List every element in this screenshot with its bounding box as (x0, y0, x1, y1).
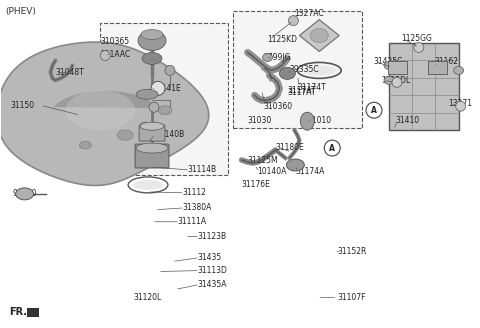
Text: 31174T: 31174T (298, 83, 326, 92)
Ellipse shape (384, 61, 394, 70)
Text: 39335C: 39335C (289, 65, 319, 74)
Circle shape (392, 77, 402, 87)
Text: 310360: 310360 (264, 102, 293, 111)
Ellipse shape (454, 66, 464, 74)
Ellipse shape (142, 52, 162, 64)
Text: 31380A: 31380A (183, 203, 212, 212)
Polygon shape (0, 42, 209, 185)
Text: 94460: 94460 (12, 189, 37, 198)
FancyBboxPatch shape (135, 144, 169, 168)
Text: 31150: 31150 (11, 101, 35, 110)
Circle shape (366, 102, 382, 118)
Text: 1125KD: 1125KD (267, 35, 298, 44)
Text: 31123B: 31123B (198, 232, 227, 241)
FancyBboxPatch shape (388, 61, 408, 74)
Text: 31410: 31410 (395, 116, 419, 125)
Text: 31180E: 31180E (276, 143, 304, 152)
Text: 13271: 13271 (449, 99, 473, 108)
Bar (26, 308, 38, 318)
Ellipse shape (16, 188, 34, 200)
Text: 31125M: 31125M (248, 155, 278, 165)
Text: 310365: 310365 (100, 37, 130, 46)
Circle shape (414, 43, 424, 52)
Text: 1125GG: 1125GG (401, 34, 432, 43)
Text: 31162: 31162 (435, 57, 459, 66)
Ellipse shape (279, 68, 295, 79)
Bar (100, 23, 228, 175)
Text: 10140A: 10140A (258, 168, 287, 176)
Text: (PHEV): (PHEV) (6, 7, 36, 16)
Text: A: A (371, 106, 377, 115)
Text: 31112: 31112 (183, 188, 207, 197)
Text: 1799JG: 1799JG (264, 53, 291, 62)
Ellipse shape (140, 122, 164, 130)
Text: 31435: 31435 (198, 253, 222, 262)
Circle shape (151, 81, 165, 95)
Ellipse shape (384, 76, 394, 84)
Ellipse shape (302, 65, 336, 75)
Ellipse shape (158, 106, 172, 115)
Text: 311AAC: 311AAC (100, 50, 131, 59)
Ellipse shape (287, 159, 304, 171)
Text: 31120L: 31120L (133, 293, 161, 302)
Ellipse shape (136, 89, 158, 99)
Text: 31152R: 31152R (337, 247, 367, 256)
Text: 3117AT: 3117AT (288, 86, 316, 95)
Text: 3117AT: 3117AT (288, 88, 316, 97)
Text: 1125DL: 1125DL (381, 76, 410, 85)
Ellipse shape (310, 29, 328, 43)
Ellipse shape (117, 130, 133, 140)
Ellipse shape (300, 112, 314, 130)
Text: 31113D: 31113D (198, 266, 228, 275)
Ellipse shape (263, 53, 273, 61)
FancyBboxPatch shape (428, 61, 447, 74)
Text: 31140B: 31140B (155, 130, 184, 139)
Ellipse shape (136, 143, 168, 153)
Circle shape (324, 140, 340, 156)
Polygon shape (54, 91, 157, 108)
Text: 31141E: 31141E (152, 84, 181, 93)
Text: 31114B: 31114B (188, 165, 217, 174)
Ellipse shape (79, 141, 91, 149)
Text: 31111A: 31111A (178, 217, 207, 226)
Text: 31174A: 31174A (295, 168, 325, 176)
Text: 1327AC: 1327AC (294, 9, 324, 18)
Ellipse shape (138, 31, 166, 51)
Text: 31107F: 31107F (337, 293, 366, 302)
Text: 31030: 31030 (248, 116, 272, 125)
Ellipse shape (141, 30, 163, 40)
Text: FR.: FR. (9, 307, 27, 318)
FancyBboxPatch shape (389, 43, 459, 130)
Circle shape (288, 16, 299, 26)
Text: 31435A: 31435A (198, 280, 228, 289)
FancyBboxPatch shape (139, 125, 165, 141)
Circle shape (149, 102, 159, 112)
Ellipse shape (65, 90, 135, 130)
Text: 31010: 31010 (307, 116, 332, 125)
Text: 31176E: 31176E (241, 180, 271, 189)
Circle shape (100, 51, 110, 60)
Text: 31048T: 31048T (56, 68, 84, 77)
Polygon shape (300, 20, 339, 51)
Circle shape (165, 65, 175, 75)
Text: A: A (329, 144, 335, 153)
Ellipse shape (133, 180, 163, 190)
Text: 31425C: 31425C (373, 57, 402, 66)
Circle shape (456, 101, 466, 111)
Bar (233, 10, 362, 128)
Ellipse shape (140, 122, 150, 128)
